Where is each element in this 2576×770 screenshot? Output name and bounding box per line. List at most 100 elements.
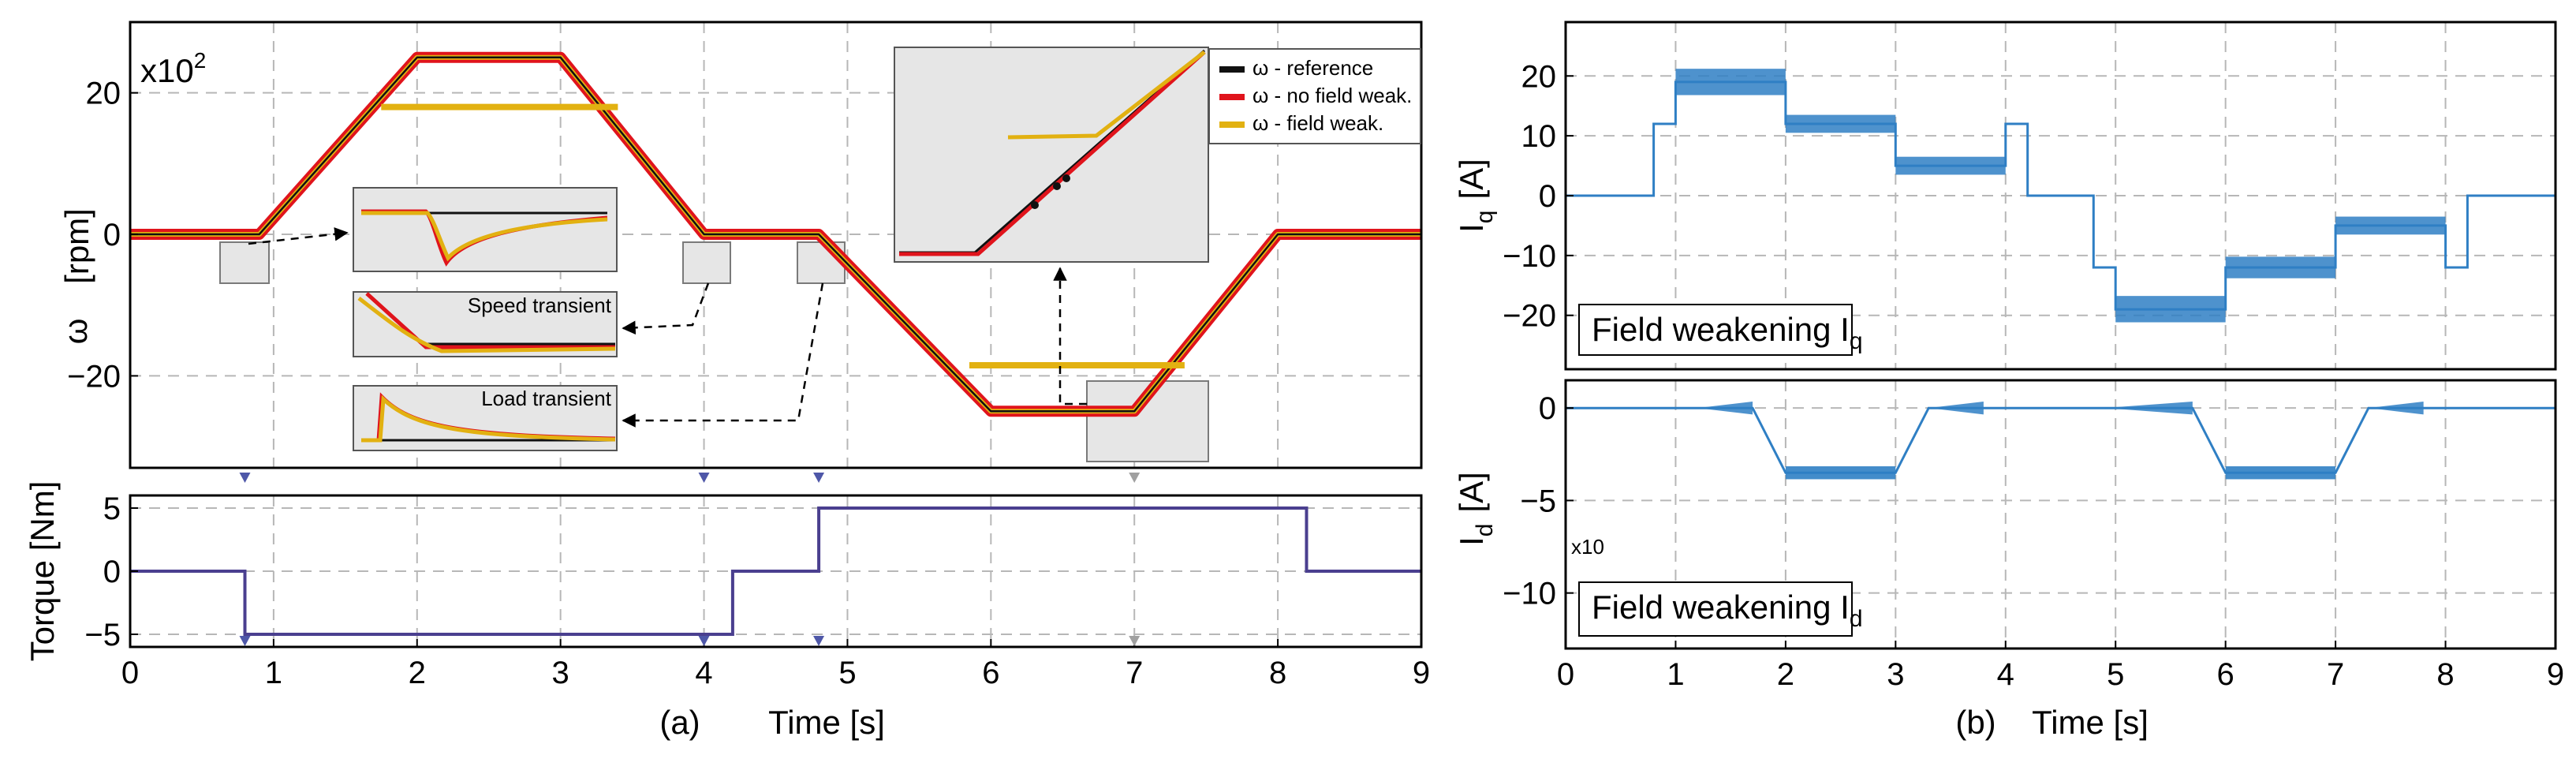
series-reference [130, 56, 1421, 413]
x-tick-label: 4 [1997, 657, 2014, 692]
id-ripple-wedge [1697, 401, 1753, 415]
iq-legend: Field weakening Iq [1592, 311, 1863, 354]
event-marker-top [813, 473, 825, 483]
event-marker-bottom [1129, 636, 1141, 646]
id-legend-sub: d [1850, 606, 1863, 632]
event-markers [239, 473, 1141, 646]
x-tick-label: 8 [1269, 656, 1286, 690]
y-tick-label: −20 [1503, 299, 1556, 334]
id-ripple-wedge [2104, 401, 2193, 415]
event-marker-top [239, 473, 251, 483]
legend-no-field-weak: ω - no field weak. [1253, 84, 1412, 107]
x-tick-label: 3 [1887, 657, 1904, 692]
x-tick-label: 7 [1126, 656, 1143, 690]
id-legend-main: Field weakening I [1592, 589, 1850, 626]
zoom-insets: Speed transient Load transient ω - refer… [248, 47, 1421, 451]
legend-field-weak: ω - field weak. [1253, 111, 1383, 135]
zoom-box-speed-transient [682, 241, 731, 284]
event-marker-top [698, 473, 710, 483]
speed-scale-label: x102 [140, 48, 206, 89]
panel-b-x-ticks: 0 1 2 3 4 5 6 7 8 9 [1557, 641, 2564, 692]
y-tick-label: −10 [1503, 577, 1556, 611]
inset-fw-no-field-weak [899, 50, 1206, 256]
caption-b: (b) [1955, 704, 1995, 741]
y-tick-label: 0 [1539, 391, 1556, 426]
x-tick-label: 5 [838, 656, 856, 690]
y-tick-label: −20 [67, 359, 121, 394]
event-marker-top [1129, 473, 1141, 483]
x-tick-label: 6 [982, 656, 999, 690]
legend-swatch-reference [1219, 66, 1245, 73]
event-marker-bottom [698, 636, 710, 646]
panel-b-x-label: Time [s] [2032, 704, 2149, 741]
id-y-ticks: 0 −5 −10 [1503, 391, 1574, 611]
id-legend: Field weakening Id [1592, 589, 1863, 632]
speed-scale-exponent: 2 [194, 48, 207, 73]
inset-speed-field-weak [357, 297, 616, 353]
id-noise-band [1785, 466, 1896, 480]
zoom-box-startup [219, 241, 270, 284]
speed-series [130, 51, 1421, 417]
iq-y-label-unit: [A] [1453, 159, 1490, 199]
y-tick-label: −5 [84, 618, 121, 652]
speed-y-unit: [rpm] [58, 208, 95, 284]
id-panel: 0 −5 −10 0 1 2 3 4 5 6 7 8 9 Id [A] x10 Field weaken… [1453, 379, 2564, 692]
x-tick-label: 6 [2217, 657, 2234, 692]
inset-speed-transient: Speed transient [353, 291, 618, 357]
inset-connectors [248, 227, 1087, 428]
y-tick-label: −5 [1520, 484, 1556, 518]
inset-startup-field-weak [361, 211, 608, 262]
id-ripple-wedge [1928, 401, 1984, 415]
inset-fw-frame [894, 47, 1209, 263]
inset-load-transient: Load transient [353, 385, 618, 451]
inset-field-weakening: ω - reference ω - no field weak. ω - fie… [894, 47, 1421, 263]
x-tick-label: 1 [265, 656, 282, 690]
iq-noise-band [1895, 156, 2006, 175]
torque-y-label: Torque [Nm] [24, 481, 61, 662]
id-scale-label: x10 [1571, 535, 1604, 559]
iq-legend-sub: q [1850, 328, 1863, 354]
y-tick-label: 10 [1521, 119, 1557, 154]
caption-a: (a) [659, 704, 700, 741]
torque-y-ticks: 5 0 −5 [84, 492, 138, 652]
speed-y-symbol: ω [57, 319, 94, 345]
iq-y-label-sub: q [1472, 211, 1498, 224]
series-id [1566, 406, 2555, 474]
iq-legend-box [1578, 304, 1853, 356]
x-tick-label: 9 [1413, 656, 1430, 690]
torque-series [130, 506, 1421, 636]
x-tick-label: 0 [121, 656, 139, 690]
event-marker-bottom [813, 636, 825, 646]
x-tick-label: 2 [1777, 657, 1794, 692]
inset-fw-dot [1031, 201, 1039, 209]
inset-fw-dot [1053, 182, 1061, 190]
id-ripple-wedge [2368, 401, 2424, 415]
iq-y-label: Iq [A] [1453, 159, 1498, 233]
x-tick-label: 8 [2436, 657, 2454, 692]
speed-y-ticks: 20 0 −20 [67, 77, 138, 394]
inset-fw-field-weak [1007, 50, 1206, 140]
iq-legend-main: Field weakening I [1592, 311, 1850, 348]
y-tick-label: 0 [103, 555, 121, 589]
y-tick-label: 0 [103, 218, 121, 252]
iq-noise-band [1675, 69, 1786, 95]
load-transient-label: Load transient [481, 387, 612, 410]
inset-speed-no-field-weak [365, 292, 615, 349]
y-tick-label: 20 [86, 77, 121, 111]
speed-transient-label: Speed transient [468, 293, 612, 317]
x-tick-label: 9 [2547, 657, 2564, 692]
x-tick-label: 3 [552, 656, 569, 690]
inset-fw-dot [1062, 174, 1070, 182]
id-y-label-main: I [1453, 536, 1490, 546]
iq-y-label-main: I [1453, 223, 1490, 233]
legend: ω - reference ω - no field weak. ω - fie… [1208, 48, 1421, 144]
id-series [1566, 401, 2555, 480]
iq-noise-band [2335, 216, 2446, 235]
speed-scale-base: x10 [140, 52, 194, 89]
legend-swatch-no-field-weak [1219, 94, 1245, 100]
connector-speed-transient [622, 282, 710, 335]
connector-startup [248, 227, 349, 245]
